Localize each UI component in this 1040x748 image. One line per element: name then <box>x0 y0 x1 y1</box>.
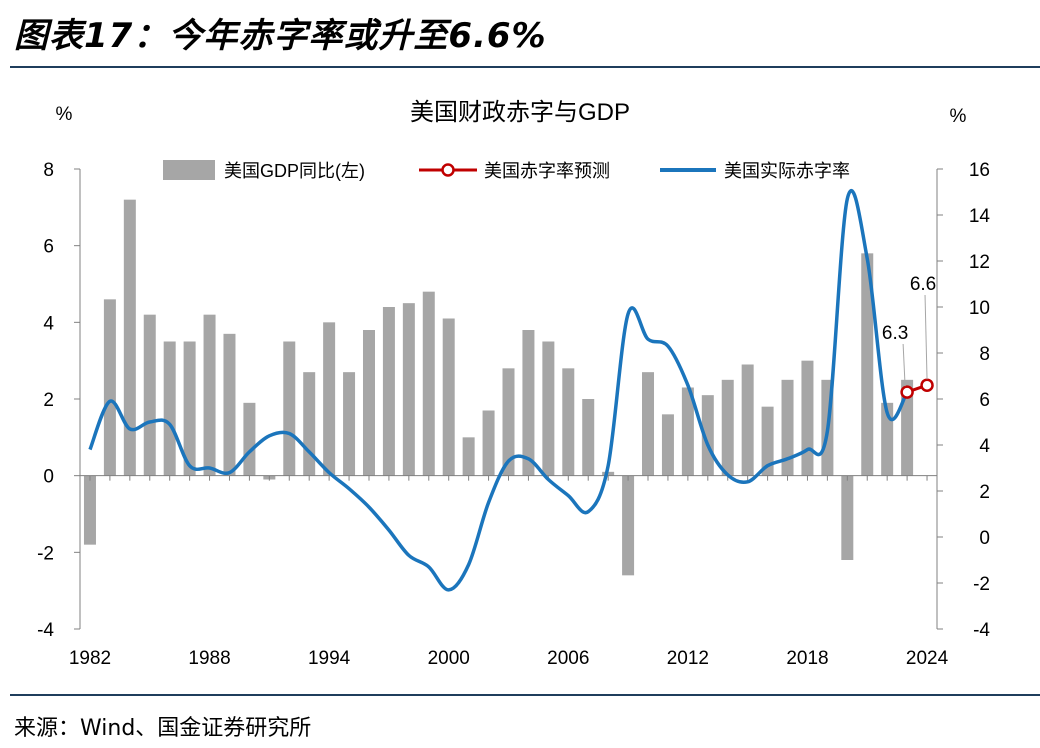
gdp-bar <box>721 379 734 476</box>
gdp-bar <box>362 330 375 476</box>
gdp-bar <box>482 410 495 476</box>
left-axis-tick-label: 2 <box>43 390 54 411</box>
right-axis-tick-label: 4 <box>979 436 990 457</box>
gdp-bar <box>422 291 435 476</box>
actual-deficit-line <box>88 188 909 592</box>
forecast-callout-leader <box>924 294 928 380</box>
legend-gdp-swatch <box>163 160 215 180</box>
forecast-callout-leader <box>902 343 906 387</box>
x-axis-tick-label: 1982 <box>69 648 111 669</box>
gdp-bar <box>681 387 694 476</box>
gdp-bar <box>163 341 176 476</box>
gdp-bar <box>303 372 316 476</box>
right-axis-tick-label: 0 <box>979 528 990 549</box>
x-axis-tick-label: 2024 <box>906 648 949 669</box>
gdp-bar <box>223 333 236 476</box>
x-axis-tick-label: 1994 <box>308 648 351 669</box>
gdp-bar <box>741 364 754 476</box>
right-axis-tick-label: -2 <box>973 574 990 595</box>
forecast-data-label: 6.6 <box>910 274 936 295</box>
legend-forecast-marker <box>441 163 455 177</box>
gdp-bar <box>542 341 555 476</box>
figure-title: 图表17：今年赤字率或升至6.6% <box>14 16 547 56</box>
gdp-bar <box>243 402 256 476</box>
gdp-bar <box>283 341 296 476</box>
right-axis-tick-label: 2 <box>979 482 990 503</box>
left-axis-tick-label: -4 <box>37 620 54 641</box>
gdp-bar <box>343 372 356 476</box>
forecast-marker <box>920 378 934 392</box>
gdp-bar <box>642 372 655 476</box>
gdp-bar <box>901 379 914 476</box>
right-axis-tick-label: -4 <box>973 620 990 641</box>
gdp-bar <box>442 318 455 476</box>
gdp-bar <box>203 314 216 476</box>
x-axis-tick-label: 1988 <box>188 648 230 669</box>
gdp-bar <box>841 475 854 560</box>
left-axis-tick-label: 6 <box>43 237 54 258</box>
legend-actual-label: 美国实际赤字率 <box>724 161 850 181</box>
gdp-bar <box>382 307 395 476</box>
gdp-bar <box>761 406 774 476</box>
left-axis-tick-label: 0 <box>43 467 54 488</box>
x-axis-tick-label: 2018 <box>786 648 828 669</box>
x-axis-tick-label: 2000 <box>428 648 470 669</box>
source-note: 来源：Wind、国金证券研究所 <box>14 716 312 741</box>
gdp-bar <box>582 399 595 476</box>
left-axis-tick-label: 4 <box>43 313 54 334</box>
gdp-bar <box>622 475 635 576</box>
plot-area: -4 -2 0 2 4 6 8 -4 -2 0 2 4 6 8 10 12 14 16 1982 1988 1994 20… <box>37 160 990 669</box>
x-axis-tick-label: 2006 <box>547 648 589 669</box>
right-axis-tick-label: 12 <box>969 252 990 273</box>
gdp-bar <box>323 322 336 476</box>
gdp-bar <box>881 402 894 476</box>
gdp-bar <box>462 437 475 476</box>
gdp-bar <box>522 330 535 476</box>
legend-gdp-label: 美国GDP同比(左) <box>224 161 365 181</box>
gdp-bar <box>801 360 814 476</box>
gdp-bar <box>562 368 575 476</box>
gdp-bar <box>83 475 96 545</box>
legend-forecast-label: 美国赤字率预测 <box>484 161 610 181</box>
chart-title: 美国财政赤字与GDP <box>410 99 630 126</box>
right-axis-unit: % <box>950 106 967 127</box>
gdp-bar <box>402 303 415 476</box>
top-divider <box>10 66 1040 68</box>
right-axis-tick-label: 14 <box>969 206 991 227</box>
legend: 美国GDP同比(左) 美国赤字率预测 美国实际赤字率 <box>163 160 850 181</box>
gdp-bar <box>103 299 116 476</box>
forecast-data-label: 6.3 <box>882 323 908 344</box>
gdp-bar <box>502 368 515 476</box>
left-axis-unit: % <box>56 104 73 125</box>
right-axis-tick-label: 8 <box>979 344 990 365</box>
bottom-divider <box>10 694 1040 696</box>
gdp-bar <box>661 414 674 476</box>
gdp-bar <box>183 341 196 476</box>
gdp-bar <box>701 395 714 476</box>
gdp-bar <box>781 379 794 476</box>
right-axis-tick-label: 10 <box>969 298 990 319</box>
forecast-marker <box>900 385 914 399</box>
gdp-bar <box>143 314 156 476</box>
left-axis-tick-label: 8 <box>43 160 54 181</box>
gdp-bar <box>123 199 136 476</box>
left-axis-tick-label: -2 <box>37 543 54 564</box>
x-axis-tick-label: 2012 <box>667 648 709 669</box>
gdp-bar <box>861 253 874 476</box>
right-axis-tick-label: 16 <box>969 160 990 181</box>
right-axis-tick-label: 6 <box>979 390 990 411</box>
